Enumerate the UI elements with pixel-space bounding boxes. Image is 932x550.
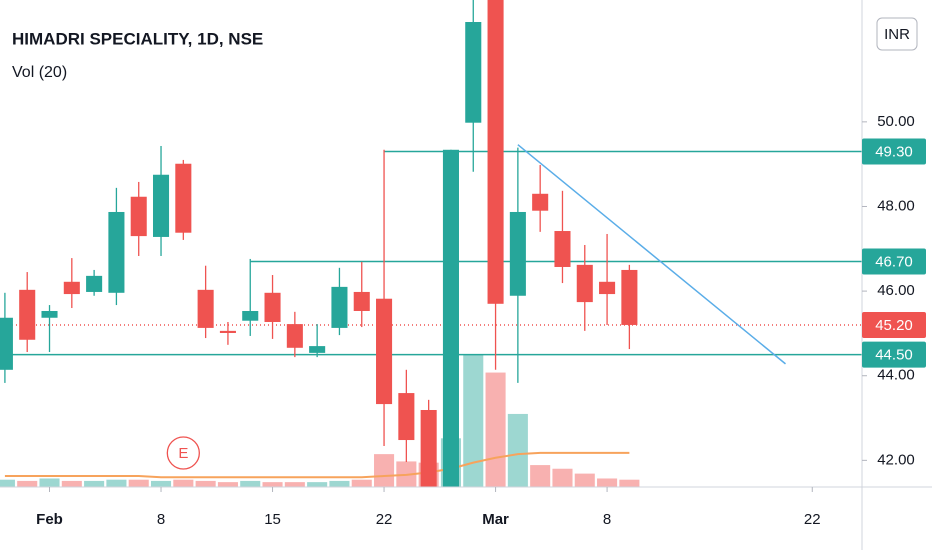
volume-bar <box>307 482 328 487</box>
y-tick-label: 42.00 <box>877 451 915 468</box>
currency-button[interactable] <box>876 17 918 51</box>
volume-bar <box>39 478 60 487</box>
volume-bar <box>597 478 618 487</box>
candle-body <box>63 281 80 295</box>
x-tick-label: 8 <box>603 511 611 528</box>
volume-bar <box>262 482 283 487</box>
candle-body <box>353 291 370 311</box>
candle-body <box>264 292 281 322</box>
volume-bar <box>128 479 149 487</box>
x-tick-label: 8 <box>157 511 165 528</box>
price-tag <box>862 248 926 275</box>
candle-body <box>532 193 549 211</box>
candle-body <box>442 149 459 487</box>
candle-body <box>554 231 571 267</box>
candle-body <box>108 211 125 293</box>
volume-bar <box>485 372 506 487</box>
volume-bar <box>530 465 551 487</box>
volume-bar <box>0 479 15 487</box>
price-tag-label: 49.30 <box>875 143 913 160</box>
volume-bar <box>84 480 105 487</box>
candle-body <box>286 324 303 348</box>
volume-bar <box>329 480 350 487</box>
x-tick-label: 15 <box>264 511 281 528</box>
candle-body <box>175 163 192 233</box>
x-tick-label: 22 <box>804 511 821 528</box>
price-tag <box>862 138 926 165</box>
trend-line <box>517 144 786 365</box>
volume-bar <box>61 480 82 487</box>
volume-bar <box>195 480 216 487</box>
candle-body <box>86 275 103 292</box>
volume-bar <box>507 413 528 487</box>
candle-body <box>0 317 13 370</box>
candle-body <box>19 289 36 340</box>
price-tag <box>862 341 926 368</box>
volume-bar <box>552 468 573 487</box>
candle-body <box>376 298 393 405</box>
candle-body <box>331 286 348 328</box>
candle-body <box>420 409 437 487</box>
volume-bar <box>17 480 38 487</box>
indicator-label: Vol (20) <box>12 64 67 81</box>
candle-body <box>242 310 259 321</box>
volume-bar <box>150 480 172 487</box>
candle-body <box>398 393 415 441</box>
currency-label[interactable]: INR <box>884 26 910 43</box>
y-tick-label: 50.00 <box>877 113 915 130</box>
volume-bar <box>240 480 261 487</box>
price-tag <box>862 311 926 338</box>
x-tick-label: Feb <box>36 511 63 528</box>
candle-body <box>41 310 58 318</box>
volume-bar <box>574 473 595 487</box>
candle-body <box>130 196 147 237</box>
volume-ma-line <box>4 451 630 479</box>
candle-body <box>599 281 616 295</box>
earnings-label: E <box>178 445 188 462</box>
y-tick-label: 48.00 <box>877 197 915 214</box>
candle-body <box>152 174 170 237</box>
price-tag-label: 44.50 <box>875 347 913 364</box>
candle-body <box>309 346 326 353</box>
candle-body <box>465 22 482 123</box>
candle-body <box>487 0 504 304</box>
volume-bar <box>374 454 395 487</box>
price-tag-label: 46.70 <box>875 253 913 270</box>
volume-bar <box>173 479 194 487</box>
x-tick-label: Mar <box>482 511 509 528</box>
chart-title: HIMADRI SPECIALITY, 1D, NSE <box>12 29 263 48</box>
volume-bar <box>463 354 484 487</box>
candle-body <box>509 211 526 296</box>
volume-bar <box>351 479 372 487</box>
candle-body <box>197 289 214 328</box>
plot-area <box>0 0 862 487</box>
x-tick-label: 22 <box>376 511 393 528</box>
y-tick-label: 44.00 <box>877 367 915 384</box>
candle-body <box>621 269 638 325</box>
price-tag-label: 45.20 <box>875 317 913 334</box>
y-tick-label: 46.00 <box>877 282 915 299</box>
volume-bar <box>217 482 238 487</box>
candle-body <box>219 330 236 333</box>
candle-body <box>576 264 593 303</box>
earnings-marker <box>166 436 200 470</box>
volume-bar <box>284 482 305 487</box>
volume-bar <box>619 479 640 487</box>
volume-bar <box>106 479 127 487</box>
